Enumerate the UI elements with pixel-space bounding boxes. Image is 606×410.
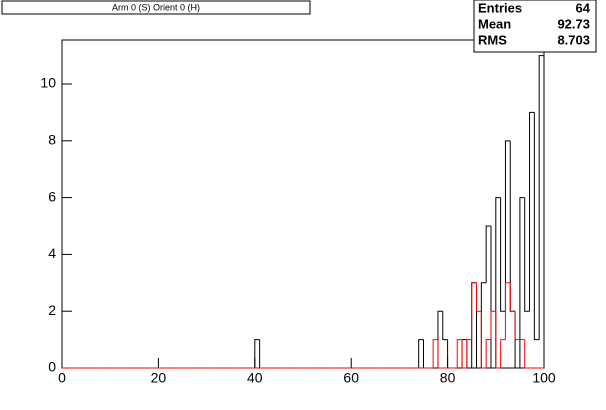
hist-bin xyxy=(461,339,467,369)
hist-bin xyxy=(437,339,443,369)
x-tick-label: 20 xyxy=(151,370,167,386)
stats-box xyxy=(473,0,597,53)
y-tick-label: 2 xyxy=(48,302,56,318)
x-tick-label: 40 xyxy=(247,370,263,386)
hist-bin xyxy=(524,339,530,369)
x-tick-label: 80 xyxy=(440,370,456,386)
y-tick-label: 10 xyxy=(40,75,56,91)
stats-value: 92.73 xyxy=(557,16,590,31)
hist-bin xyxy=(485,225,491,283)
hist-bin xyxy=(490,310,496,340)
hist-bin xyxy=(514,311,520,341)
hist-bin xyxy=(480,311,487,369)
hist-bin xyxy=(519,197,525,368)
stats-label: Entries xyxy=(478,0,522,15)
chart-title: Arm 0 (S) Orient 0 (H) xyxy=(112,2,200,12)
stats-label: RMS xyxy=(478,32,507,47)
stats-value: 64 xyxy=(576,0,591,15)
hist-bin xyxy=(476,282,482,312)
hist-bin xyxy=(485,339,491,368)
hist-bin xyxy=(495,311,501,369)
hist-bin xyxy=(504,282,511,340)
hist-bin xyxy=(509,282,516,312)
hist-bin xyxy=(432,339,438,368)
hist-bin xyxy=(500,339,506,368)
stats-value: 8.703 xyxy=(557,32,590,47)
hist-bin xyxy=(456,339,463,368)
y-tick-label: 0 xyxy=(48,359,56,375)
hist-bin xyxy=(533,112,540,341)
hist-bin xyxy=(466,339,472,368)
y-tick-label: 4 xyxy=(48,245,56,261)
x-tick-label: 100 xyxy=(532,370,556,386)
y-tick-label: 8 xyxy=(48,132,56,148)
hist-bin xyxy=(471,282,477,340)
x-tick-label: 60 xyxy=(343,370,359,386)
hist-bin xyxy=(500,197,506,312)
title-box xyxy=(1,0,311,15)
hist-bin xyxy=(524,197,530,312)
x-tick-label: 0 xyxy=(58,370,66,386)
hist-bin xyxy=(490,226,496,369)
hist-bin xyxy=(254,339,260,368)
y-tick-label: 6 xyxy=(48,188,56,204)
stats-label: Mean xyxy=(478,16,511,31)
hist-bin xyxy=(442,311,448,341)
hist-bin xyxy=(538,55,545,368)
hist-bin xyxy=(529,111,535,312)
hist-bin xyxy=(504,140,511,312)
hist-bin xyxy=(418,339,424,368)
